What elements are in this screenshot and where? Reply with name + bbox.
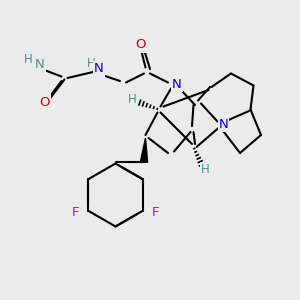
Text: N: N (94, 62, 104, 76)
Text: H: H (23, 52, 32, 66)
Polygon shape (140, 138, 148, 162)
Text: F: F (152, 206, 159, 219)
Text: H: H (201, 163, 210, 176)
Text: F: F (72, 206, 80, 219)
Text: H: H (128, 93, 137, 106)
Text: O: O (40, 95, 50, 109)
Text: N: N (219, 118, 228, 131)
Text: N: N (172, 77, 182, 91)
Text: O: O (136, 38, 146, 52)
Text: N: N (35, 58, 45, 71)
Text: H: H (87, 57, 96, 70)
